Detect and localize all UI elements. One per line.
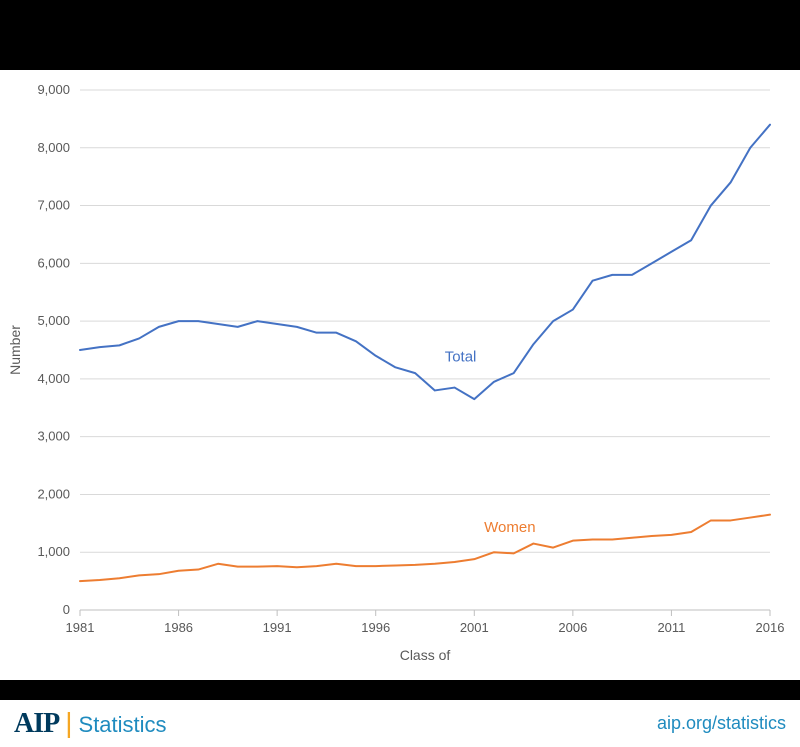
svg-text:Class of: Class of	[400, 647, 451, 663]
svg-text:2,000: 2,000	[37, 486, 70, 501]
svg-text:1996: 1996	[361, 620, 390, 635]
header-blackbar	[0, 0, 800, 70]
logo-text-statistics: Statistics	[79, 712, 167, 738]
svg-text:Number: Number	[7, 325, 23, 375]
aip-logo: AIP | Statistics	[14, 707, 167, 740]
svg-text:1986: 1986	[164, 620, 193, 635]
svg-text:1,000: 1,000	[37, 544, 70, 559]
svg-text:7,000: 7,000	[37, 198, 70, 213]
svg-text:2006: 2006	[558, 620, 587, 635]
svg-text:0: 0	[63, 602, 70, 617]
line-chart: 1981 1986 1991 1996 2001 2006 2011 2016 0 1,000 2,…	[0, 70, 800, 680]
svg-text:4,000: 4,000	[37, 371, 70, 386]
svg-text:8,000: 8,000	[37, 140, 70, 155]
chart-area: 1981 1986 1991 1996 2001 2006 2011 2016 0 1,000 2,…	[0, 70, 800, 680]
svg-text:6,000: 6,000	[37, 255, 70, 270]
footer-blackbar	[0, 680, 800, 700]
svg-text:Total: Total	[445, 349, 477, 366]
footer-content: AIP | Statistics aip.org/statistics	[0, 700, 800, 747]
svg-text:2001: 2001	[460, 620, 489, 635]
logo-pipe: |	[65, 707, 72, 739]
page: 1981 1986 1991 1996 2001 2006 2011 2016 0 1,000 2,…	[0, 0, 800, 747]
svg-text:1981: 1981	[66, 620, 95, 635]
svg-text:Women: Women	[484, 519, 535, 536]
logo-text-aip: AIP	[14, 708, 59, 740]
footer: AIP | Statistics aip.org/statistics	[0, 680, 800, 747]
svg-text:2016: 2016	[756, 620, 785, 635]
svg-text:9,000: 9,000	[37, 82, 70, 97]
svg-text:5,000: 5,000	[37, 313, 70, 328]
footer-link[interactable]: aip.org/statistics	[657, 713, 786, 734]
svg-text:1991: 1991	[263, 620, 292, 635]
svg-text:3,000: 3,000	[37, 429, 70, 444]
svg-text:2011: 2011	[657, 620, 685, 635]
